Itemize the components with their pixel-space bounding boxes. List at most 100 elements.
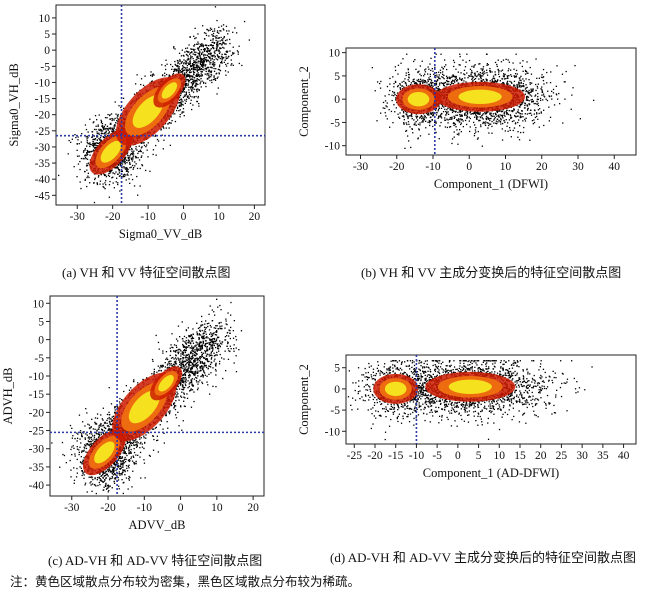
density-cluster-a-0-l1 bbox=[95, 135, 127, 169]
y-tick-label-d: -5 bbox=[330, 405, 340, 417]
x-tick-label-c: -10 bbox=[137, 502, 153, 514]
x-axis-label-d: Component_1 (AD-DFWI) bbox=[423, 466, 559, 480]
y-tick-label-c: -40 bbox=[29, 480, 45, 492]
density-cluster-d-0-l0 bbox=[373, 373, 419, 404]
x-tick-label-d: 30 bbox=[576, 450, 588, 462]
y-tick-label-a: -30 bbox=[35, 142, 51, 154]
y-axis-label-b: Component_2 bbox=[297, 66, 311, 137]
y-tick-label-b: -10 bbox=[325, 141, 341, 153]
y-tick-label-b: -5 bbox=[330, 117, 340, 129]
caption-a: (a) VH 和 VV 特征空间散点图 bbox=[62, 265, 231, 280]
density-cluster-a-2-l1 bbox=[157, 78, 181, 103]
x-tick-label-d: -20 bbox=[367, 450, 383, 462]
density-cluster-b-1-l1 bbox=[447, 86, 513, 108]
x-tick-label-b: 40 bbox=[609, 161, 621, 173]
density-cluster-a-2-l0 bbox=[153, 73, 186, 108]
y-tick-label-a: -35 bbox=[35, 158, 51, 170]
y-tick-label-c: -5 bbox=[34, 353, 44, 365]
x-tick-label-d: -25 bbox=[347, 450, 363, 462]
y-tick-label-c: -10 bbox=[29, 371, 45, 383]
y-tick-label-d: -10 bbox=[325, 426, 341, 438]
density-cluster-b-1-l0 bbox=[435, 81, 526, 112]
x-tick-label-d: 35 bbox=[597, 450, 609, 462]
y-tick-label-a: 5 bbox=[44, 29, 50, 41]
x-tick-label-a: 10 bbox=[213, 211, 225, 223]
x-tick-label-d: 10 bbox=[494, 450, 506, 462]
plot-frame-a bbox=[55, 4, 266, 206]
density-cluster-c-2-l1 bbox=[154, 370, 178, 396]
density-cluster-d-0-l2 bbox=[384, 381, 407, 397]
x-tick-label-a: 20 bbox=[249, 211, 261, 223]
density-cluster-a-1-l0 bbox=[115, 77, 181, 146]
density-cluster-c-1-l2 bbox=[128, 390, 160, 424]
scatter-points-b bbox=[371, 53, 595, 149]
x-tick-label-b: -20 bbox=[389, 161, 405, 173]
x-tick-label-c: -20 bbox=[100, 502, 116, 514]
y-axis-label-a: Sigma0_VH_dB bbox=[7, 63, 21, 146]
density-cluster-a-1-l1 bbox=[124, 86, 172, 137]
x-tick-label-b: -30 bbox=[353, 161, 369, 173]
density-cluster-c-2-l0 bbox=[150, 366, 183, 401]
y-axis-label-d: Component_2 bbox=[297, 364, 311, 435]
x-tick-label-d: 15 bbox=[514, 450, 526, 462]
y-tick-label-c: -35 bbox=[29, 462, 45, 474]
y-tick-label-c: 5 bbox=[38, 316, 44, 328]
caption-b: (b) VH 和 VV 主成分变换后的特征空间散点图 bbox=[361, 265, 622, 280]
x-tick-label-a: -10 bbox=[140, 211, 156, 223]
scatter-points-d bbox=[346, 360, 593, 441]
y-tick-label-c: -20 bbox=[29, 407, 45, 419]
scatter-points-c bbox=[51, 298, 243, 495]
x-axis-label-a: Sigma0_VV_dB bbox=[119, 227, 202, 241]
y-tick-label-a: -5 bbox=[40, 61, 50, 73]
y-tick-label-a: -25 bbox=[35, 126, 51, 138]
plot-frame-c bbox=[49, 295, 265, 497]
figure-note: 注：黄色区域散点分布较为密集，黑色区域散点分布较为稀疏。 bbox=[10, 575, 361, 589]
density-cluster-b-0-l2 bbox=[407, 92, 430, 107]
density-cluster-b-0-l0 bbox=[396, 84, 441, 115]
y-tick-label-a: 0 bbox=[44, 45, 50, 57]
y-tick-label-a: 10 bbox=[39, 13, 51, 25]
x-tick-label-b: 30 bbox=[572, 161, 584, 173]
density-cluster-c-0-l2 bbox=[94, 441, 115, 464]
density-cluster-d-1-l0 bbox=[425, 371, 516, 402]
x-tick-label-d: 0 bbox=[455, 450, 461, 462]
x-tick-label-b: -10 bbox=[425, 161, 441, 173]
density-cluster-c-1-l0 bbox=[112, 372, 177, 442]
density-cluster-a-0-l0 bbox=[89, 128, 133, 175]
x-tick-label-d: 5 bbox=[476, 450, 482, 462]
density-cluster-a-1-l2 bbox=[132, 95, 164, 128]
y-tick-label-a: -20 bbox=[35, 110, 51, 122]
y-tick-label-b: 10 bbox=[329, 48, 341, 60]
density-cluster-d-0-l1 bbox=[379, 378, 412, 400]
caption-d: (d) AD-VH 和 AD-VV 主成分变换后的特征空间散点图 bbox=[330, 550, 636, 565]
x-tick-label-d: 40 bbox=[618, 450, 630, 462]
x-tick-label-d: -5 bbox=[432, 450, 442, 462]
y-tick-label-a: -45 bbox=[35, 190, 51, 202]
y-tick-label-c: -30 bbox=[29, 444, 45, 456]
x-tick-label-c: 0 bbox=[178, 502, 184, 514]
x-axis-label-b: Component_1 (DFWI) bbox=[434, 177, 548, 191]
x-tick-label-a: -20 bbox=[105, 211, 121, 223]
density-cluster-c-1-l1 bbox=[121, 382, 168, 432]
x-tick-label-d: -10 bbox=[409, 450, 425, 462]
y-tick-label-c: -25 bbox=[29, 426, 45, 438]
y-tick-label-b: 5 bbox=[334, 71, 340, 83]
x-tick-label-d: 25 bbox=[556, 450, 568, 462]
x-tick-label-d: 20 bbox=[535, 450, 547, 462]
y-tick-label-c: 10 bbox=[33, 298, 45, 310]
y-tick-label-d: 0 bbox=[334, 384, 340, 396]
x-tick-label-c: 20 bbox=[247, 502, 259, 514]
density-cluster-c-0-l1 bbox=[88, 435, 120, 469]
x-tick-label-b: 20 bbox=[536, 161, 548, 173]
density-cluster-b-1-l2 bbox=[458, 89, 502, 105]
plot-frame-d bbox=[345, 354, 637, 445]
x-tick-label-c: -30 bbox=[64, 502, 80, 514]
density-cluster-d-1-l2 bbox=[448, 379, 492, 394]
y-tick-label-c: 0 bbox=[38, 335, 44, 347]
density-cluster-c-2-l2 bbox=[158, 375, 174, 392]
x-tick-label-a: -30 bbox=[70, 211, 86, 223]
x-tick-label-a: 0 bbox=[181, 211, 187, 223]
y-tick-label-d: 5 bbox=[334, 363, 340, 375]
y-tick-label-a: -40 bbox=[35, 174, 51, 186]
